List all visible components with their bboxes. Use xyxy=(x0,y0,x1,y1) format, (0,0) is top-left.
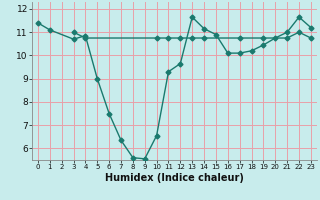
X-axis label: Humidex (Indice chaleur): Humidex (Indice chaleur) xyxy=(105,173,244,183)
